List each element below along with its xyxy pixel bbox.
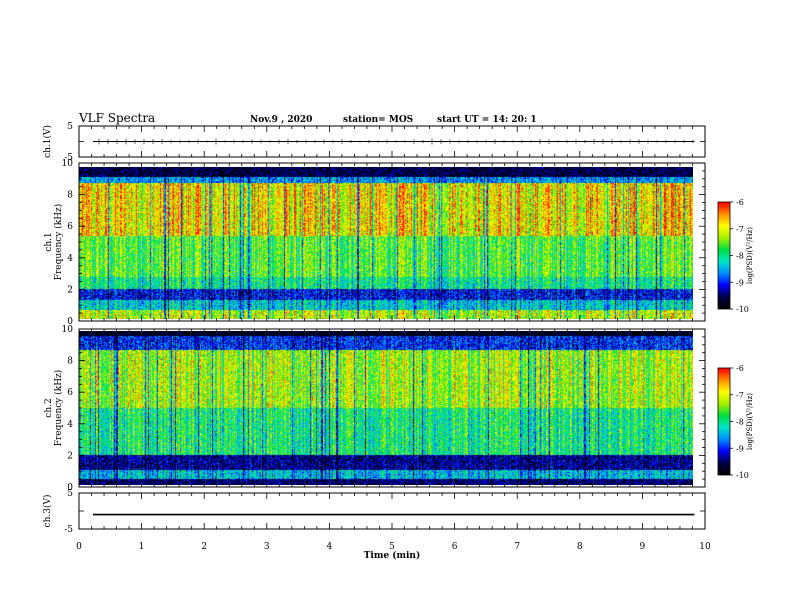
colorbar-tick-label: -10 bbox=[736, 471, 749, 480]
colorbar-tick-label: -6 bbox=[736, 364, 744, 373]
x-tick-label: 10 bbox=[699, 542, 711, 552]
y-tick-label: 0 bbox=[67, 317, 73, 327]
x-tick-label: 5 bbox=[389, 542, 395, 552]
y-tick-label: 5 bbox=[67, 489, 73, 499]
y-tick-label: 8 bbox=[67, 191, 73, 201]
y-tick-label: -5 bbox=[64, 153, 73, 163]
y-tick-label: 10 bbox=[62, 159, 74, 169]
ch2-colorbar bbox=[718, 368, 730, 475]
colorbar-label: log(PSD)(V²/Hz) bbox=[746, 393, 754, 450]
colorbar-frame bbox=[717, 367, 731, 476]
x-tick-label: 8 bbox=[577, 542, 583, 552]
colorbar-tick-label: -9 bbox=[736, 278, 744, 287]
colorbar-tick-label: -10 bbox=[736, 305, 749, 314]
y-tick-label: 4 bbox=[67, 254, 73, 264]
y-tick-label: 5 bbox=[67, 122, 73, 132]
x-tick-label: 4 bbox=[327, 542, 333, 552]
x-tick-label: 7 bbox=[514, 542, 520, 552]
y-tick-label: 8 bbox=[67, 357, 73, 367]
x-tick-label: 0 bbox=[76, 542, 82, 552]
header-date: Nov.9 , 2020 bbox=[250, 115, 313, 125]
colorbar-tick-label: -7 bbox=[736, 225, 744, 234]
panel-frame bbox=[78, 162, 706, 322]
y-axis-label: ch.1Frequency (kHz) bbox=[44, 204, 64, 281]
y-tick-label: 10 bbox=[62, 325, 74, 335]
y-tick-label: -5 bbox=[64, 525, 73, 535]
ch1-colorbar bbox=[718, 202, 730, 309]
y-axis-label: ch.3(V) bbox=[42, 495, 53, 528]
y-tick-label: 0 bbox=[67, 483, 73, 493]
ch2-spectrogram-image bbox=[79, 331, 693, 485]
colorbar-label: log(PSD)(V²/Hz) bbox=[746, 227, 754, 284]
y-tick-label: 4 bbox=[67, 420, 73, 430]
x-tick-label: 6 bbox=[452, 542, 458, 552]
y-tick-label: 6 bbox=[67, 222, 73, 232]
panel-frame bbox=[78, 328, 706, 488]
colorbar-tick-label: -6 bbox=[736, 198, 744, 207]
chart-title: VLF Spectra bbox=[79, 111, 156, 125]
y-tick-label: 6 bbox=[67, 388, 73, 398]
y-axis-label: ch.1(V) bbox=[42, 125, 53, 158]
x-axis-label: Time (min) bbox=[364, 550, 421, 561]
colorbar-tick-label: -7 bbox=[736, 391, 744, 400]
y-tick-label: 2 bbox=[67, 451, 73, 461]
colorbar-tick-label: -9 bbox=[736, 444, 744, 453]
colorbar-tick-label: -8 bbox=[736, 252, 744, 261]
header-station: station= MOS bbox=[343, 115, 414, 125]
x-tick-label: 9 bbox=[640, 542, 646, 552]
y-tick-label: 2 bbox=[67, 285, 73, 295]
x-tick-label: 2 bbox=[201, 542, 207, 552]
header-start-time: start UT = 14: 20: 1 bbox=[437, 115, 537, 125]
colorbar-tick-label: -8 bbox=[736, 418, 744, 427]
x-tick-label: 3 bbox=[264, 542, 270, 552]
colorbar-frame bbox=[717, 201, 731, 310]
y-axis-label: ch.2Frequency (kHz) bbox=[44, 370, 64, 447]
x-tick-label: 1 bbox=[139, 542, 145, 552]
ch1-spectrogram-image bbox=[79, 167, 693, 319]
